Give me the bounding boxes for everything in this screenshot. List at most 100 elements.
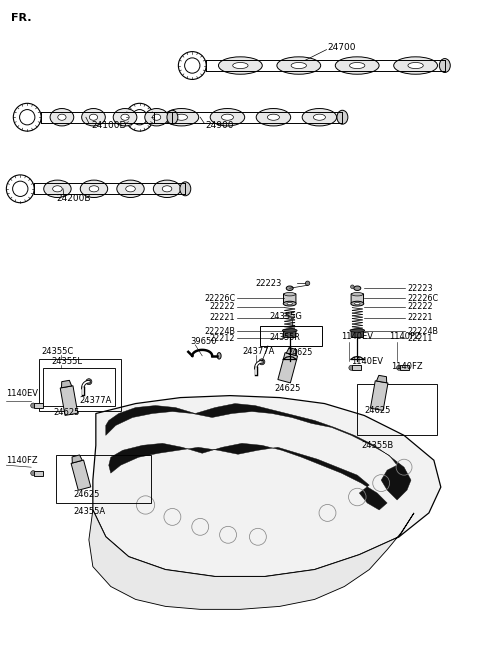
- Ellipse shape: [121, 114, 129, 120]
- Ellipse shape: [355, 302, 360, 305]
- Polygon shape: [89, 510, 414, 609]
- Ellipse shape: [162, 186, 172, 192]
- Ellipse shape: [354, 286, 361, 291]
- Text: 22226C: 22226C: [407, 294, 438, 303]
- Polygon shape: [71, 460, 91, 490]
- Ellipse shape: [286, 286, 293, 291]
- Text: 1140FZ: 1140FZ: [391, 361, 423, 371]
- Ellipse shape: [113, 108, 137, 126]
- Polygon shape: [287, 348, 297, 356]
- Circle shape: [350, 285, 354, 289]
- Ellipse shape: [337, 110, 348, 124]
- Text: 39650: 39650: [190, 337, 217, 346]
- Polygon shape: [34, 471, 43, 476]
- Text: 22222: 22222: [209, 302, 235, 311]
- Ellipse shape: [313, 114, 325, 120]
- Ellipse shape: [349, 62, 365, 69]
- Ellipse shape: [89, 186, 99, 192]
- Text: 24625: 24625: [364, 405, 391, 415]
- Text: 24700: 24700: [327, 43, 356, 52]
- Ellipse shape: [291, 62, 306, 69]
- Text: 24355C: 24355C: [41, 347, 73, 356]
- Text: 22224B: 22224B: [204, 327, 235, 336]
- Text: 22226C: 22226C: [204, 294, 235, 303]
- Ellipse shape: [145, 108, 168, 126]
- Ellipse shape: [439, 58, 450, 72]
- FancyBboxPatch shape: [351, 330, 363, 337]
- Ellipse shape: [408, 62, 423, 69]
- Ellipse shape: [277, 57, 321, 74]
- Ellipse shape: [58, 114, 66, 120]
- FancyBboxPatch shape: [351, 294, 363, 303]
- Ellipse shape: [287, 302, 292, 305]
- Ellipse shape: [80, 180, 108, 197]
- Polygon shape: [278, 353, 298, 383]
- Circle shape: [31, 470, 36, 476]
- Text: 24900: 24900: [205, 121, 234, 130]
- Text: 24625: 24625: [73, 490, 99, 499]
- Ellipse shape: [117, 180, 144, 197]
- Ellipse shape: [180, 182, 191, 195]
- Text: 24355B: 24355B: [361, 441, 394, 450]
- Ellipse shape: [302, 108, 336, 126]
- Text: 1140EV: 1140EV: [6, 389, 38, 398]
- Ellipse shape: [394, 57, 437, 74]
- Polygon shape: [371, 380, 388, 411]
- Ellipse shape: [221, 114, 233, 120]
- Circle shape: [396, 365, 402, 370]
- Ellipse shape: [350, 329, 365, 332]
- Ellipse shape: [82, 108, 105, 126]
- Polygon shape: [72, 455, 82, 463]
- Polygon shape: [400, 365, 409, 370]
- Text: 24355G: 24355G: [270, 312, 303, 321]
- Ellipse shape: [233, 62, 248, 69]
- Circle shape: [259, 359, 265, 365]
- Text: 24625: 24625: [53, 407, 80, 417]
- Bar: [43, 368, 115, 405]
- Ellipse shape: [153, 114, 161, 120]
- Circle shape: [86, 379, 92, 384]
- Ellipse shape: [210, 108, 245, 126]
- Ellipse shape: [352, 293, 363, 296]
- Ellipse shape: [217, 353, 221, 359]
- Text: 22223: 22223: [255, 279, 281, 288]
- Text: 24100D: 24100D: [91, 121, 126, 130]
- Ellipse shape: [153, 180, 181, 197]
- Ellipse shape: [167, 110, 178, 124]
- Text: 24355L: 24355L: [51, 357, 82, 366]
- Polygon shape: [93, 396, 441, 577]
- Circle shape: [31, 403, 36, 408]
- Ellipse shape: [284, 293, 295, 296]
- Text: 22224B: 22224B: [407, 327, 438, 336]
- Ellipse shape: [175, 114, 188, 120]
- Circle shape: [305, 281, 310, 285]
- Text: 22212: 22212: [210, 334, 235, 343]
- Polygon shape: [352, 365, 361, 370]
- Ellipse shape: [267, 114, 279, 120]
- Ellipse shape: [126, 186, 135, 192]
- Ellipse shape: [283, 301, 296, 306]
- Text: 22211: 22211: [407, 334, 432, 343]
- Text: 1140FZ: 1140FZ: [6, 456, 38, 464]
- Ellipse shape: [50, 108, 74, 126]
- Circle shape: [349, 365, 354, 370]
- Ellipse shape: [53, 186, 62, 192]
- Text: 24355A: 24355A: [73, 507, 105, 516]
- Polygon shape: [109, 443, 387, 510]
- Text: 22222: 22222: [407, 302, 432, 311]
- Bar: [39, 359, 120, 411]
- Polygon shape: [376, 375, 387, 383]
- Text: 24355R: 24355R: [270, 333, 300, 342]
- Ellipse shape: [256, 108, 291, 126]
- Polygon shape: [106, 403, 411, 500]
- Text: 24625: 24625: [288, 348, 313, 357]
- Ellipse shape: [336, 57, 379, 74]
- Text: 22221: 22221: [210, 313, 235, 322]
- Text: 22221: 22221: [407, 313, 432, 322]
- Text: 24200B: 24200B: [56, 194, 91, 203]
- Text: FR.: FR.: [12, 13, 32, 23]
- Ellipse shape: [218, 57, 262, 74]
- Text: 24377A: 24377A: [242, 347, 275, 356]
- Bar: [357, 384, 437, 436]
- Text: 24377A: 24377A: [79, 396, 111, 405]
